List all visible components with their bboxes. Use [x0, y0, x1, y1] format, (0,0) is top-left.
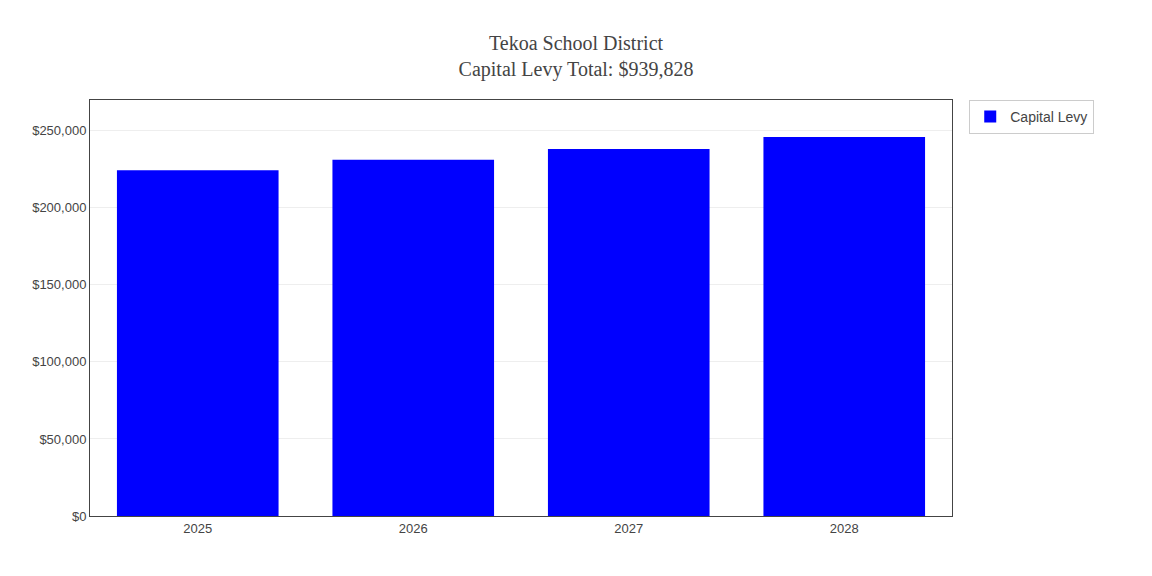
svg-text:2028: 2028 [830, 521, 859, 536]
svg-text:$150,000: $150,000 [32, 277, 86, 292]
svg-text:$100,000: $100,000 [32, 354, 86, 369]
svg-text:2026: 2026 [399, 521, 428, 536]
svg-text:$250,000: $250,000 [32, 123, 86, 138]
svg-text:2025: 2025 [183, 521, 212, 536]
svg-text:2027: 2027 [614, 521, 643, 536]
svg-text:$200,000: $200,000 [32, 200, 86, 215]
svg-text:Tekoa School DistrictCapital L: Tekoa School DistrictCapital Levy Total:… [459, 32, 694, 81]
svg-text:$50,000: $50,000 [39, 432, 86, 447]
svg-text:Capital Levy: Capital Levy [1010, 109, 1087, 125]
svg-text:$0: $0 [72, 509, 86, 524]
